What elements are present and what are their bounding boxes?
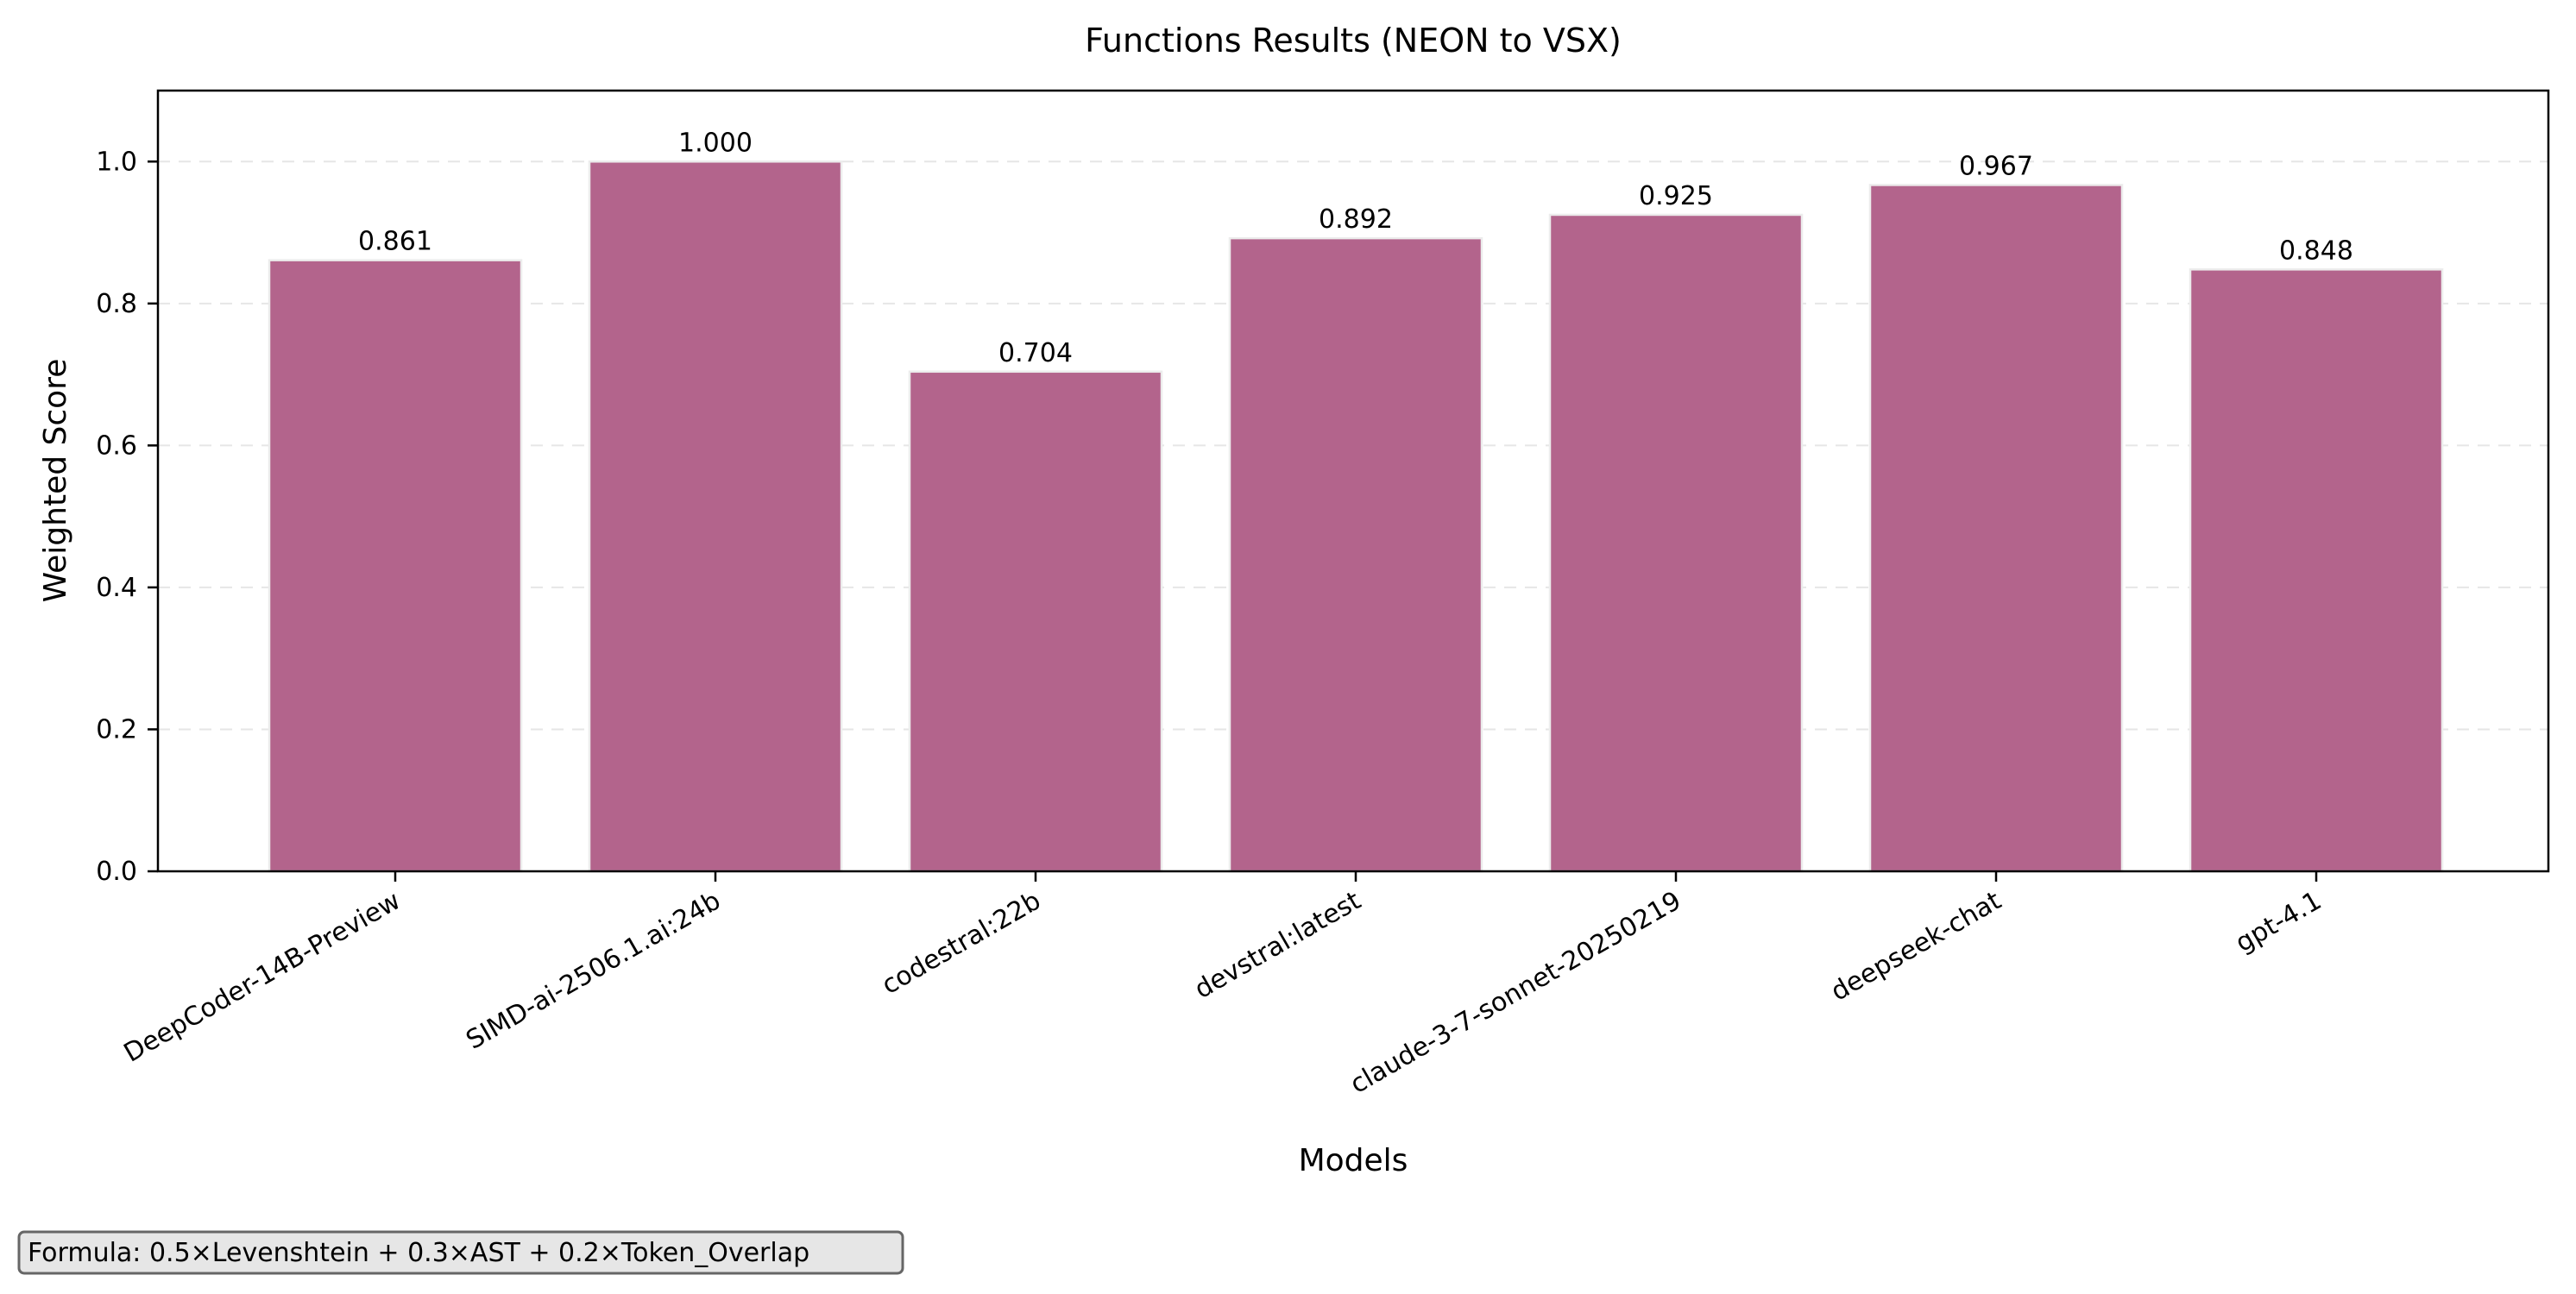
y-tick-label: 0.8 [96,289,137,319]
bar [1868,184,2124,873]
bar-value-label: 0.967 [1959,151,2033,181]
x-tick-label: DeepCoder-14B-Preview [119,886,406,1069]
bar [1548,213,1804,873]
bar [2189,268,2444,873]
x-tick-label: gpt-4.1 [2231,886,2327,959]
bar [588,160,843,873]
x-tick-label: devstral:latest [1189,886,1366,1005]
x-tick-label: claude-3-7-sonnet-20250219 [1345,886,1686,1100]
formula-annotation: Formula: 0.5×Levenshtein + 0.3×AST + 0.2… [28,1238,809,1268]
y-axis-label: Weighted Score [38,359,73,603]
plot-frame [156,89,2550,873]
y-tick-label: 0.6 [96,430,137,461]
y-axis-ticks: 0.0 0.2 0.4 0.6 0.8 1.0 [96,147,158,887]
bars [268,160,2444,873]
x-tick-label: SIMD-ai-2506.1.ai:24b [461,886,726,1056]
bar-value-label: 0.848 [2279,236,2353,266]
x-axis-ticks: DeepCoder-14B-Preview SIMD-ai-2506.1.ai:2… [119,871,2327,1100]
formula-box [17,1230,904,1275]
x-tick-label: deepseek-chat [1826,886,2006,1008]
bar-value-label: 0.861 [358,227,432,257]
gridlines [158,160,2548,731]
bar [908,370,1163,873]
value-labels: 0.861 1.000 0.704 0.892 0.925 0.967 0.848 [358,128,2353,368]
y-tick-label: 0.4 [96,573,137,603]
chart-title: Functions Results (NEON to VSX) [1085,22,1622,60]
x-axis-label: Models [1299,1143,1408,1178]
y-tick-label: 0.0 [96,857,137,887]
y-tick-label: 1.0 [96,147,137,177]
y-tick-label: 0.2 [96,714,137,744]
bar-value-label: 0.925 [1639,181,1713,211]
bar [1228,236,1483,873]
x-tick-label: codestral:22b [877,886,1046,1001]
bar-value-label: 1.000 [678,128,753,158]
bar [268,259,523,873]
bar-value-label: 0.704 [998,338,1073,368]
bar-value-label: 0.892 [1319,204,1393,235]
